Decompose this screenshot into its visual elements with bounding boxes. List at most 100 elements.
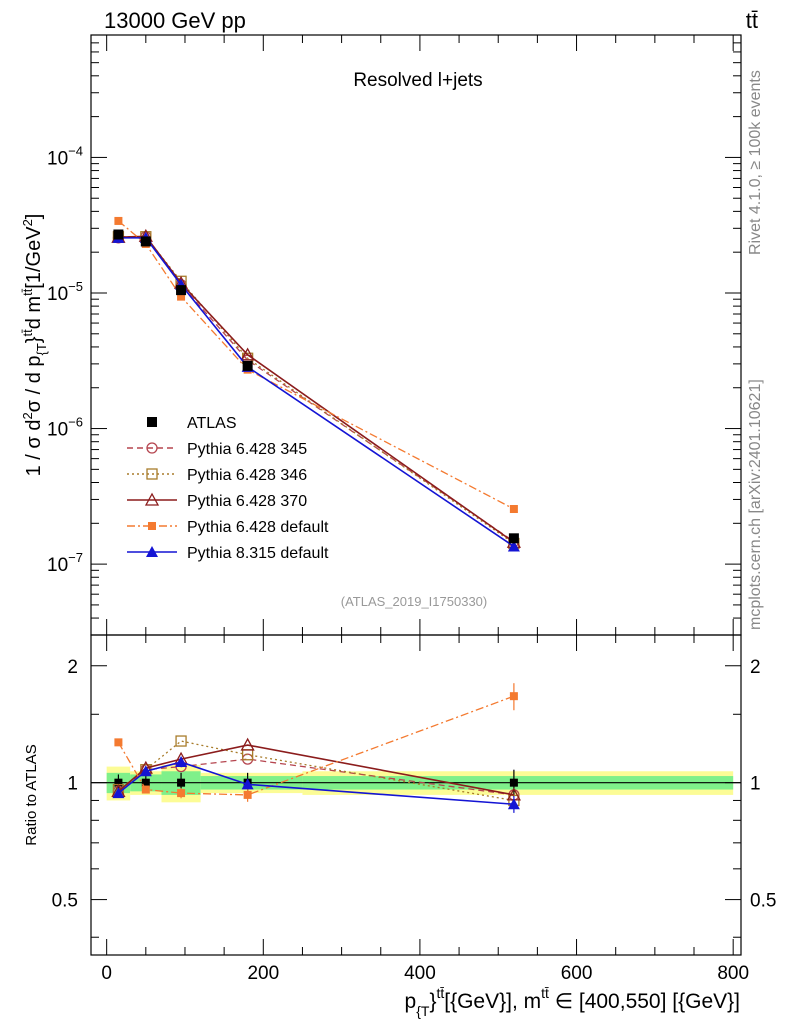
ylabel-unitsup: 2 (20, 219, 35, 226)
legend-label: Pythia 6.428 346 (187, 467, 307, 484)
process-label: tt̄ (746, 8, 758, 33)
main-series (111, 216, 521, 552)
ratio-y-tick-label: 1 (67, 774, 78, 795)
ylabel-sup3: tt̄ (20, 288, 35, 296)
xlabel-p2: } (429, 990, 436, 1013)
series-atlas (113, 229, 519, 544)
legend-marker (146, 468, 158, 480)
data-point (113, 229, 124, 240)
data-point (240, 737, 255, 751)
legend-item-pythia-6-428-345: Pythia 6.428 345 (127, 441, 307, 458)
series-line (117, 220, 515, 510)
ratio-y-tick-label-right: 2 (750, 657, 761, 678)
ylabel-prefix: 1 / σ d (23, 420, 45, 477)
ratio-y-axis-label: Ratio to ATLAS (23, 744, 40, 845)
data-point (177, 789, 186, 798)
legend-item-pythia-6-428-370: Pythia 6.428 370 (127, 492, 307, 510)
data-point (141, 778, 150, 787)
ylabel-mid3: d m (23, 296, 45, 329)
data-point (114, 216, 123, 225)
xlabel-p1: p (405, 990, 417, 1013)
data-point (508, 533, 519, 544)
chart-title: Resolved l+jets (353, 70, 482, 91)
ratio-y-tick-label: 2 (67, 657, 78, 678)
legend: ATLAS Pythia 6.428 345 Pythia 6.428 346 Pyt… (127, 415, 329, 562)
y-tick-label: 10−5 (47, 279, 83, 305)
ylabel-mid1: σ / d p (23, 355, 45, 412)
data-point (177, 778, 186, 787)
data-point (240, 347, 255, 361)
data-point (509, 505, 518, 514)
data-point (141, 785, 150, 794)
ratio-y-tick-label-right: 1 (750, 774, 761, 795)
legend-marker (144, 492, 160, 506)
rivet-label: Rivet 4.1.0, ≥ 100k events (747, 70, 764, 255)
ylabel-unit: [1/GeV (23, 226, 45, 289)
ylabel-sup2: tt̄ (20, 329, 35, 337)
ylabel-sup1: 2 (20, 412, 35, 419)
y-tick-label: 10−4 (47, 143, 83, 169)
ylabel-mid2: } (23, 336, 45, 343)
legend-label: Pythia 6.428 345 (187, 441, 307, 458)
x-tick-label: 800 (717, 963, 749, 984)
data-point (175, 756, 188, 768)
ratio-series-pythia-6-428-default (114, 683, 518, 802)
data-point (242, 360, 253, 371)
series-line (118, 236, 515, 542)
legend-label: Pythia 8.315 default (187, 545, 329, 562)
ratio-series (111, 683, 521, 813)
series-pythia-6-428-345 (112, 231, 520, 548)
data-point (140, 236, 151, 247)
ratio-y-tick-label-right: 0.5 (750, 891, 776, 912)
ratio-frame (90, 634, 742, 956)
x-axis: 0 200 400 600 800 (101, 635, 749, 984)
data-point (241, 778, 254, 790)
y-tick-label: 10−6 (47, 415, 83, 441)
main-y-axis-label: 1 / σ d2σ / d p{T}tt̄d mtt̄[1/GeV2] (20, 214, 49, 477)
series-pythia-6-428-default (114, 216, 518, 514)
x-tick-label: 200 (247, 963, 279, 984)
y-tick-label: 10−7 (47, 550, 83, 576)
energy-label: 13000 GeV pp (104, 8, 246, 33)
legend-marker (146, 546, 158, 557)
mcplots-label: mcplots.cern.ch [arXiv:2401.10621] (747, 379, 764, 630)
main-y-axis: 10−7 10−6 10−5 10−4 (47, 34, 741, 636)
legend-label: Pythia 6.428 default (187, 519, 329, 536)
x-tick-label: 0 (101, 963, 112, 984)
legend-item-pythia-6-428-default: Pythia 6.428 default (127, 519, 329, 536)
data-point (177, 292, 186, 301)
x-axis-label: p{T}tt̄[{GeV}], mtt̄ ∈ [400,550] [{GeV}] (405, 985, 740, 1019)
xlabel-sup1: tt̄ (436, 985, 444, 1001)
data-point (114, 778, 123, 787)
ratio-series-pythia-8-315-default (112, 756, 520, 813)
data-point (139, 765, 152, 777)
legend-marker (148, 522, 156, 530)
x-tick-label: 400 (404, 963, 436, 984)
analysis-tag: (ATLAS_2019_I1750330) (341, 594, 487, 609)
legend-label: Pythia 6.428 370 (187, 493, 307, 510)
data-point (112, 787, 125, 799)
ylabel-sub1: {T (34, 343, 49, 355)
xlabel-sup2: tt̄ (541, 985, 549, 1001)
data-point (509, 778, 518, 787)
main-panel: Resolved l+jets (ATLAS_2019_I1750330) 10… (20, 34, 742, 636)
data-point (507, 540, 520, 552)
legend-marker (147, 417, 157, 427)
legend-label: ATLAS (187, 415, 237, 432)
data-point (509, 692, 518, 701)
legend-marker (146, 442, 158, 454)
series-pythia-6-428-346 (112, 231, 520, 550)
x-tick-label: 600 (561, 963, 593, 984)
data-point (175, 735, 187, 747)
data-point (507, 798, 520, 810)
data-point (243, 790, 252, 799)
series-line (117, 695, 515, 796)
legend-item-pythia-8-315-default: Pythia 8.315 default (127, 545, 329, 562)
ratio-panel: 0.5 0.51 12 2 Ratio to ATLAS 0 200 400 600 800 … (23, 634, 776, 1019)
legend-item-pythia-6-428-346: Pythia 6.428 346 (127, 467, 307, 484)
ylabel-unitend: ] (23, 214, 45, 220)
legend-item-atlas: ATLAS (147, 415, 237, 432)
xlabel-p4: ∈ [400,550] [{GeV}] (549, 990, 740, 1013)
ratio-y-tick-label: 0.5 (52, 891, 78, 912)
